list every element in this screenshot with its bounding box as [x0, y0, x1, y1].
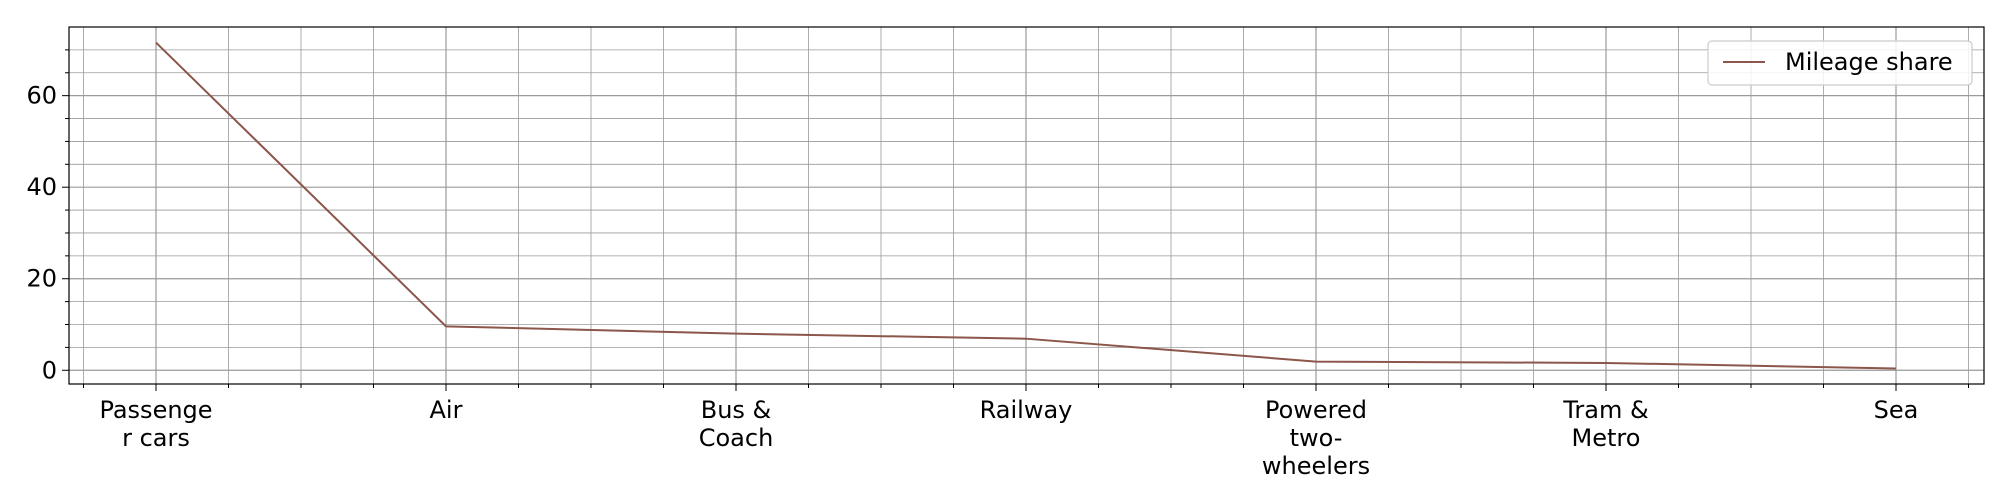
legend-box — [1707, 40, 1973, 86]
x-tick-label-line: Metro — [1572, 424, 1641, 452]
x-tick-label: Passenge r cars — [99, 396, 212, 452]
grid-lines — [69, 27, 1984, 384]
x-tick-label-line: r cars — [122, 424, 190, 452]
x-tick-label-line: Railway — [980, 396, 1073, 424]
y-tick-label: 20 — [26, 265, 57, 293]
x-tick-label: Tram & Metro — [1562, 396, 1648, 452]
y-tick-label: 60 — [26, 82, 57, 110]
series-layer — [155, 41, 1897, 370]
x-tick-label-line: wheelers — [1262, 452, 1370, 480]
x-tick-labels: Passenge r cars Air Bus & Coach Railway Powere… — [99, 396, 1918, 480]
legend: Mileage share — [1707, 40, 1973, 86]
x-tick-label: Powered two-wheelers — [1262, 396, 1370, 480]
x-tick-label: Air — [430, 396, 463, 424]
y-tick-labels: 0 20 40 60 — [26, 82, 57, 385]
series-line — [155, 41, 1897, 370]
y-tick-label: 0 — [42, 356, 57, 384]
x-tick-label: Bus & Coach — [699, 396, 774, 452]
x-tick-label-line: Air — [430, 396, 463, 424]
y-tick-label: 40 — [26, 173, 57, 201]
x-tick-label: Railway — [980, 396, 1073, 424]
x-tick-label-line: Bus & — [701, 396, 772, 424]
x-tick-label: Sea — [1874, 396, 1919, 424]
x-tick-label-line: Coach — [699, 424, 774, 452]
x-tick-label-line: Powered — [1265, 396, 1367, 424]
x-tick-label-line: two- — [1290, 424, 1343, 452]
legend-label: Mileage share — [1785, 48, 1953, 76]
x-tick-label-line: Sea — [1874, 396, 1919, 424]
x-tick-label-line: Passenge — [99, 396, 212, 424]
axis-ticks — [62, 49, 1969, 391]
x-tick-label-line: Tram & — [1562, 396, 1648, 424]
